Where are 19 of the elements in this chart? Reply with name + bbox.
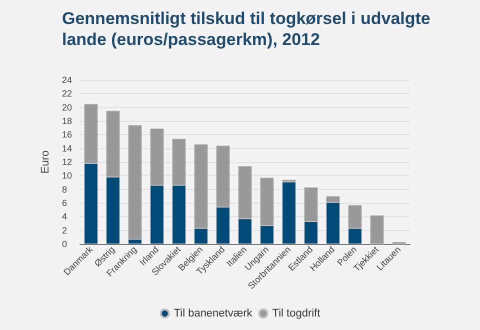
y-tick-label: 8 <box>62 184 68 194</box>
y-tick-label: 6 <box>62 198 68 208</box>
bar <box>370 215 384 244</box>
chart-title: Gennemsnitligt tilskud til togkørsel i udvalgte lande (euros/passagerkm), 2012 <box>62 8 432 50</box>
y-tick-label: 10 <box>62 170 72 181</box>
legend-label: Til togdrift <box>272 308 320 320</box>
legend-label: Til banenetværk <box>174 308 253 320</box>
y-tick-label: 24 <box>62 75 72 85</box>
y-axis-title: Euro <box>40 150 52 174</box>
bar <box>282 182 296 244</box>
y-tick-label: 22 <box>62 88 72 99</box>
y-tick-label: 4 <box>62 212 68 222</box>
y-tick-label: 16 <box>62 130 72 140</box>
y-tick-label: 0 <box>62 239 68 249</box>
y-tick-label: 20 <box>62 102 72 112</box>
y-tick-label: 14 <box>62 143 72 154</box>
y-tick-label: 18 <box>62 116 72 126</box>
y-tick-label: 2 <box>62 225 68 236</box>
y-tick-label: 12 <box>62 157 72 167</box>
